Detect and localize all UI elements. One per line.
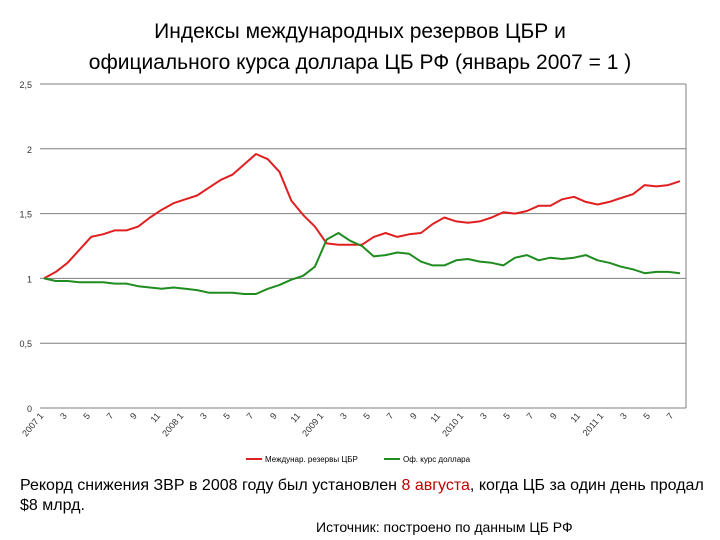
title-line-2: официального курса доллара ЦБ РФ (январь… <box>88 51 632 74</box>
title-line-1: Индексы международных резервов ЦБР и <box>154 20 566 43</box>
x-tick-label: 5 <box>81 411 92 421</box>
note-text-start: Рекорд снижения ЗВР в 2008 году был уста… <box>20 477 402 494</box>
x-tick-label: 5 <box>501 411 512 421</box>
note-date-highlight: 8 августа <box>401 477 470 494</box>
legend-label-reserves: Междунар. резервы ЦБР <box>265 455 358 464</box>
x-tick-label: 9 <box>128 411 139 421</box>
x-tick-label: 3 <box>618 411 629 421</box>
x-tick-label: 3 <box>478 411 489 421</box>
series-line-reserves <box>43 153 681 280</box>
slide-title: Индексы международных резервов ЦБР и офи… <box>0 16 720 78</box>
x-tick-label: 11 <box>149 411 163 425</box>
y-tick-label: 0,5 <box>19 339 32 349</box>
x-tick-label: 3 <box>58 411 69 421</box>
y-tick-label: 2,5 <box>19 80 32 90</box>
x-tick-label: 11 <box>569 411 583 425</box>
series-line-dollar <box>43 232 681 295</box>
y-tick-label: 1 <box>27 274 32 284</box>
x-tick-label: 7 <box>525 411 536 421</box>
x-tick-label: 7 <box>665 411 676 421</box>
x-tick-label: 3 <box>338 411 349 421</box>
x-tick-label: 3 <box>198 411 209 421</box>
x-tick-label: 2008 1 <box>160 411 185 439</box>
x-tick-label: 7 <box>245 411 256 421</box>
x-tick-label: 7 <box>105 411 116 421</box>
x-tick-label: 5 <box>641 411 652 421</box>
note-text-end: , когда ЦБ за один день продал $8 млрд. <box>20 477 704 514</box>
legend-label-dollar: Оф. курс доллара <box>403 455 471 464</box>
x-tick-label: 9 <box>408 411 419 421</box>
x-tick-label: 5 <box>221 411 232 421</box>
x-tick-label: 11 <box>429 411 443 425</box>
x-tick-label: 7 <box>385 411 396 421</box>
record-note: Рекорд снижения ЗВР в 2008 году был уста… <box>20 476 710 516</box>
x-tick-label: 11 <box>289 411 303 425</box>
x-tick-label: 2010 1 <box>440 411 465 439</box>
y-tick-label: 2 <box>27 145 32 155</box>
x-tick-label: 9 <box>268 411 279 421</box>
x-tick-label: 2011 1 <box>581 411 606 438</box>
x-tick-label: 9 <box>548 411 559 421</box>
source-note: Источник: построено по данным ЦБ РФ <box>316 519 573 535</box>
x-tick-label: 2007 1 <box>20 411 45 439</box>
y-tick-label: 0 <box>27 404 32 414</box>
x-tick-label: 2009 1 <box>300 411 325 439</box>
y-tick-label: 1,5 <box>19 210 32 220</box>
x-tick-label: 5 <box>361 411 372 421</box>
